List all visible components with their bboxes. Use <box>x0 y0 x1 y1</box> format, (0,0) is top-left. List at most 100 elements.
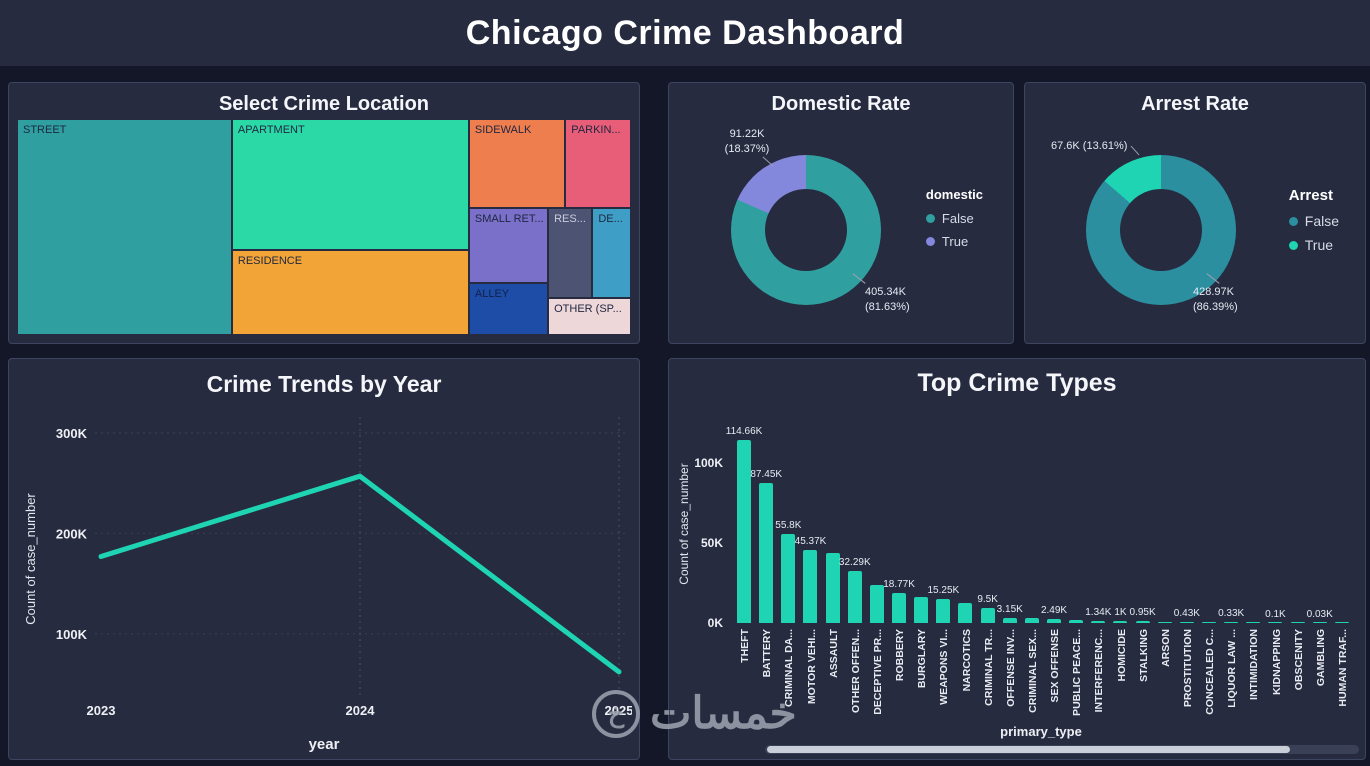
treemap-tile[interactable]: SIDEWALK <box>468 119 566 208</box>
bar[interactable] <box>980 607 995 623</box>
bar[interactable] <box>781 533 796 623</box>
bar[interactable] <box>803 550 818 623</box>
bar[interactable] <box>914 596 929 623</box>
x-tick-label: 2023 <box>87 703 116 718</box>
arrest-donut-chart[interactable] <box>1086 155 1236 305</box>
bar-group: 3.15K OFFENSE INV... <box>996 423 1023 733</box>
bar-group: CONCEALED C... <box>1198 423 1220 733</box>
bar-value-label: 0.03K <box>1306 608 1333 620</box>
legend-item-true[interactable]: True <box>925 234 983 249</box>
bar[interactable] <box>1334 622 1349 623</box>
bar-category-label: ASSAULT <box>827 629 840 678</box>
panel-title-arrest-rate: Arrest Rate <box>1141 93 1249 115</box>
bar-category-label: ARSON <box>1159 629 1172 667</box>
bar[interactable] <box>1224 622 1239 623</box>
bar-category-label: ROBBERY <box>894 629 907 682</box>
domestic-true-callout: 91.22K (18.37%) <box>724 128 770 155</box>
legend-item-false[interactable]: False <box>1288 213 1339 229</box>
bar-category-label: OBSCENITY <box>1292 629 1305 691</box>
bar[interactable] <box>1135 621 1150 623</box>
bar-group: 87.45K BATTERY <box>750 423 782 733</box>
bar-category-label: DECEPTIVE PR... <box>872 629 885 715</box>
bar[interactable] <box>1024 618 1039 623</box>
treemap-tile-label: SIDEWALK <box>474 124 532 136</box>
bar-value-label: 55.8K <box>775 519 802 531</box>
bar[interactable] <box>1268 622 1283 623</box>
bar-value-label: 9.5K <box>977 593 998 605</box>
bar[interactable] <box>825 553 840 623</box>
legend-item-false[interactable]: False <box>925 211 983 226</box>
domestic-donut-chart[interactable] <box>731 155 881 305</box>
arrest-true-callout: 67.6K (13.61%) <box>1051 140 1128 152</box>
bar-value-label: 15.25K <box>927 584 960 596</box>
bar[interactable] <box>936 598 951 623</box>
treemap-tile-label: DE... <box>598 212 623 225</box>
bar[interactable] <box>1002 617 1017 623</box>
bar[interactable] <box>1157 621 1172 623</box>
bar[interactable] <box>737 439 752 623</box>
bar-category-label: GAMBLING <box>1314 629 1327 687</box>
bar[interactable] <box>1312 622 1327 623</box>
treemap-tile[interactable]: OTHER (SP... <box>548 298 631 335</box>
treemap-tile[interactable]: ALLEY <box>468 283 549 335</box>
horizontal-scrollbar-thumb[interactable] <box>767 746 1290 753</box>
domestic-false-callout: 405.34K (81.63%) <box>865 286 910 313</box>
bar[interactable] <box>1179 622 1194 623</box>
legend-label-false: False <box>941 211 974 226</box>
dashboard-title: Chicago Crime Dashboard <box>465 13 905 52</box>
y-tick-label: 200K <box>56 526 88 541</box>
bar[interactable] <box>1091 620 1106 623</box>
treemap-tile-label: RES... <box>554 212 586 225</box>
treemap-tile[interactable]: RESIDENCE <box>231 249 469 335</box>
bar-group: ARSON <box>1154 423 1176 733</box>
treemap-tile[interactable]: APARTMENT <box>231 119 469 250</box>
bar[interactable] <box>759 483 774 623</box>
treemap-tile[interactable]: PARKIN... <box>565 119 631 208</box>
horizontal-scrollbar-track[interactable] <box>765 745 1359 754</box>
bar-group: 1.34K INTERFERENC... <box>1085 423 1111 733</box>
panel-title-domestic-rate: Domestic Rate <box>771 93 911 115</box>
legend-label-false: False <box>1304 213 1339 229</box>
bar-group: 1K HOMICIDE <box>1109 423 1131 733</box>
bar-group: 0.43K PROSTITUTION <box>1174 423 1200 733</box>
panel-arrest-rate: Arrest Rate 67.6K (13.61%) 428.97K (86.3… <box>1024 82 1366 344</box>
legend-dot-false <box>925 214 935 223</box>
treemap-tile[interactable]: DE... <box>592 207 631 299</box>
bar-category-label: BURGLARY <box>916 629 929 689</box>
bar[interactable] <box>869 584 884 623</box>
bar-category-label: PROSTITUTION <box>1181 629 1194 708</box>
trends-line-chart: 100K 200K 300K 2023 2024 2025 <box>56 417 632 718</box>
bar-group: DECEPTIVE PR... <box>866 423 888 733</box>
trend-line <box>98 473 622 675</box>
bar[interactable] <box>1202 622 1217 623</box>
bar-group: 0.1K KIDNAPPING <box>1264 423 1286 733</box>
bar[interactable] <box>892 592 907 623</box>
bar-category-label: NARCOTICS <box>960 629 973 692</box>
bar[interactable] <box>1246 622 1261 623</box>
treemap-tile[interactable]: STREET <box>17 119 232 335</box>
bar[interactable] <box>1113 621 1128 623</box>
bar-value-label: 87.45K <box>750 469 783 481</box>
panel-title-crime-trends: Crime Trends by Year <box>206 371 442 397</box>
panel-top-crime-types: Top Crime Types Count of case_number 0K 5… <box>668 358 1366 760</box>
bar[interactable] <box>1069 620 1084 623</box>
types-y-axis: 0K 50K 100K <box>693 423 729 630</box>
bar[interactable] <box>847 571 862 623</box>
bar-group: PUBLIC PEACE... <box>1065 423 1087 733</box>
bar-category-label: KIDNAPPING <box>1270 629 1283 695</box>
treemap-tile[interactable]: SMALL RET... <box>468 207 549 284</box>
bar[interactable] <box>958 603 973 623</box>
bar-group: 0.33K LIQUOR LAW ... <box>1218 423 1244 733</box>
bar-group: 0.03K GAMBLING <box>1306 423 1333 733</box>
bar-category-label: PUBLIC PEACE... <box>1071 629 1084 716</box>
legend-item-true[interactable]: True <box>1288 237 1339 253</box>
treemap-tile[interactable]: RES... <box>548 207 593 299</box>
bar[interactable] <box>1047 619 1062 623</box>
bar-group: 9.5K CRIMINAL TR... <box>977 423 999 733</box>
y-tick-label: 100K <box>694 456 723 470</box>
bar[interactable] <box>1290 622 1305 623</box>
treemap-tile-label: APARTMENT <box>237 124 305 136</box>
bar-value-label: 3.15K <box>996 603 1023 615</box>
bars-plot: 114.66K THEFT 87.45K BATTERY 55.8K CRIMINAL D… <box>726 423 1353 733</box>
trends-y-axis-label: Count of case_number <box>23 493 38 625</box>
